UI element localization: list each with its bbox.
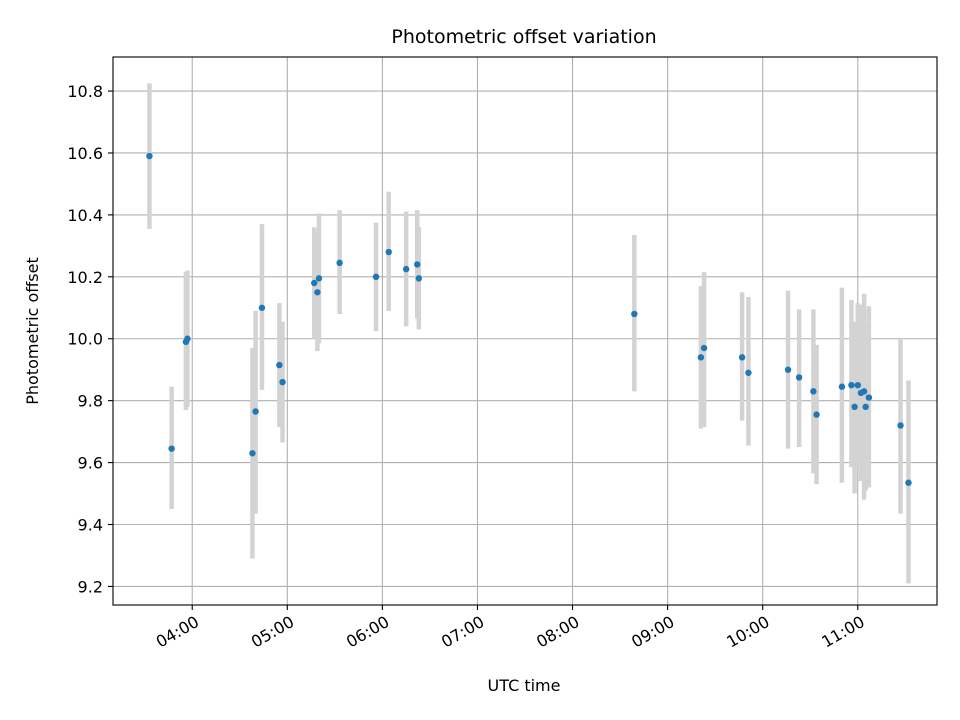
y-tick-label: 9.2 <box>78 577 103 596</box>
y-tick-label: 10.0 <box>67 330 103 349</box>
error-bars <box>147 83 911 584</box>
data-point <box>795 374 803 381</box>
data-point <box>838 383 846 390</box>
x-tick-label: 10:00 <box>723 612 772 652</box>
y-tick-label: 10.8 <box>67 82 103 101</box>
data-points <box>146 152 912 486</box>
data-point <box>745 369 752 376</box>
data-point <box>279 378 286 386</box>
data-point <box>252 408 259 415</box>
plot-frame <box>112 56 938 606</box>
data-point <box>860 388 868 395</box>
y-tick-label: 10.2 <box>67 268 103 287</box>
data-point <box>385 248 392 256</box>
data-point <box>700 344 708 352</box>
data-point <box>784 366 792 373</box>
data-point <box>184 335 191 342</box>
data-point <box>314 289 321 296</box>
data-point <box>402 265 410 273</box>
data-point <box>258 304 266 311</box>
chart-title: Photometric offset variation <box>391 26 656 48</box>
data-point <box>372 273 380 281</box>
x-axis-label: UTC time <box>488 676 561 695</box>
y-tick-label: 10.6 <box>67 144 103 163</box>
x-tick-label: 09:00 <box>628 612 677 652</box>
x-tick-label: 11:00 <box>818 612 867 652</box>
y-axis-label: Photometric offset <box>23 257 42 405</box>
data-point <box>865 394 873 401</box>
data-point <box>813 411 820 418</box>
data-point <box>854 381 861 389</box>
data-point <box>862 403 869 411</box>
x-tick-label: 05:00 <box>248 612 297 652</box>
y-tick-label: 9.8 <box>78 392 103 411</box>
data-point <box>311 279 318 287</box>
data-point <box>905 479 912 486</box>
data-point <box>168 445 175 452</box>
data-point <box>249 450 256 457</box>
data-point <box>697 354 705 361</box>
data-point <box>810 388 817 395</box>
data-point <box>276 361 283 369</box>
x-tick-label: 07:00 <box>438 612 487 652</box>
x-tick-label: 06:00 <box>343 612 392 652</box>
data-point <box>897 422 904 429</box>
data-point <box>146 152 153 160</box>
y-tick-label: 9.4 <box>78 516 103 535</box>
data-point <box>848 381 855 389</box>
data-point <box>315 275 323 282</box>
y-tick-label: 10.4 <box>67 206 103 225</box>
data-point <box>415 275 423 282</box>
data-point <box>336 259 343 267</box>
data-point <box>414 261 421 268</box>
x-tick-label: 08:00 <box>533 612 582 652</box>
data-point <box>738 354 746 361</box>
data-point <box>631 310 638 318</box>
y-tick-label: 9.6 <box>78 454 103 473</box>
data-point <box>851 403 858 411</box>
x-tick-label: 04:00 <box>153 612 202 652</box>
